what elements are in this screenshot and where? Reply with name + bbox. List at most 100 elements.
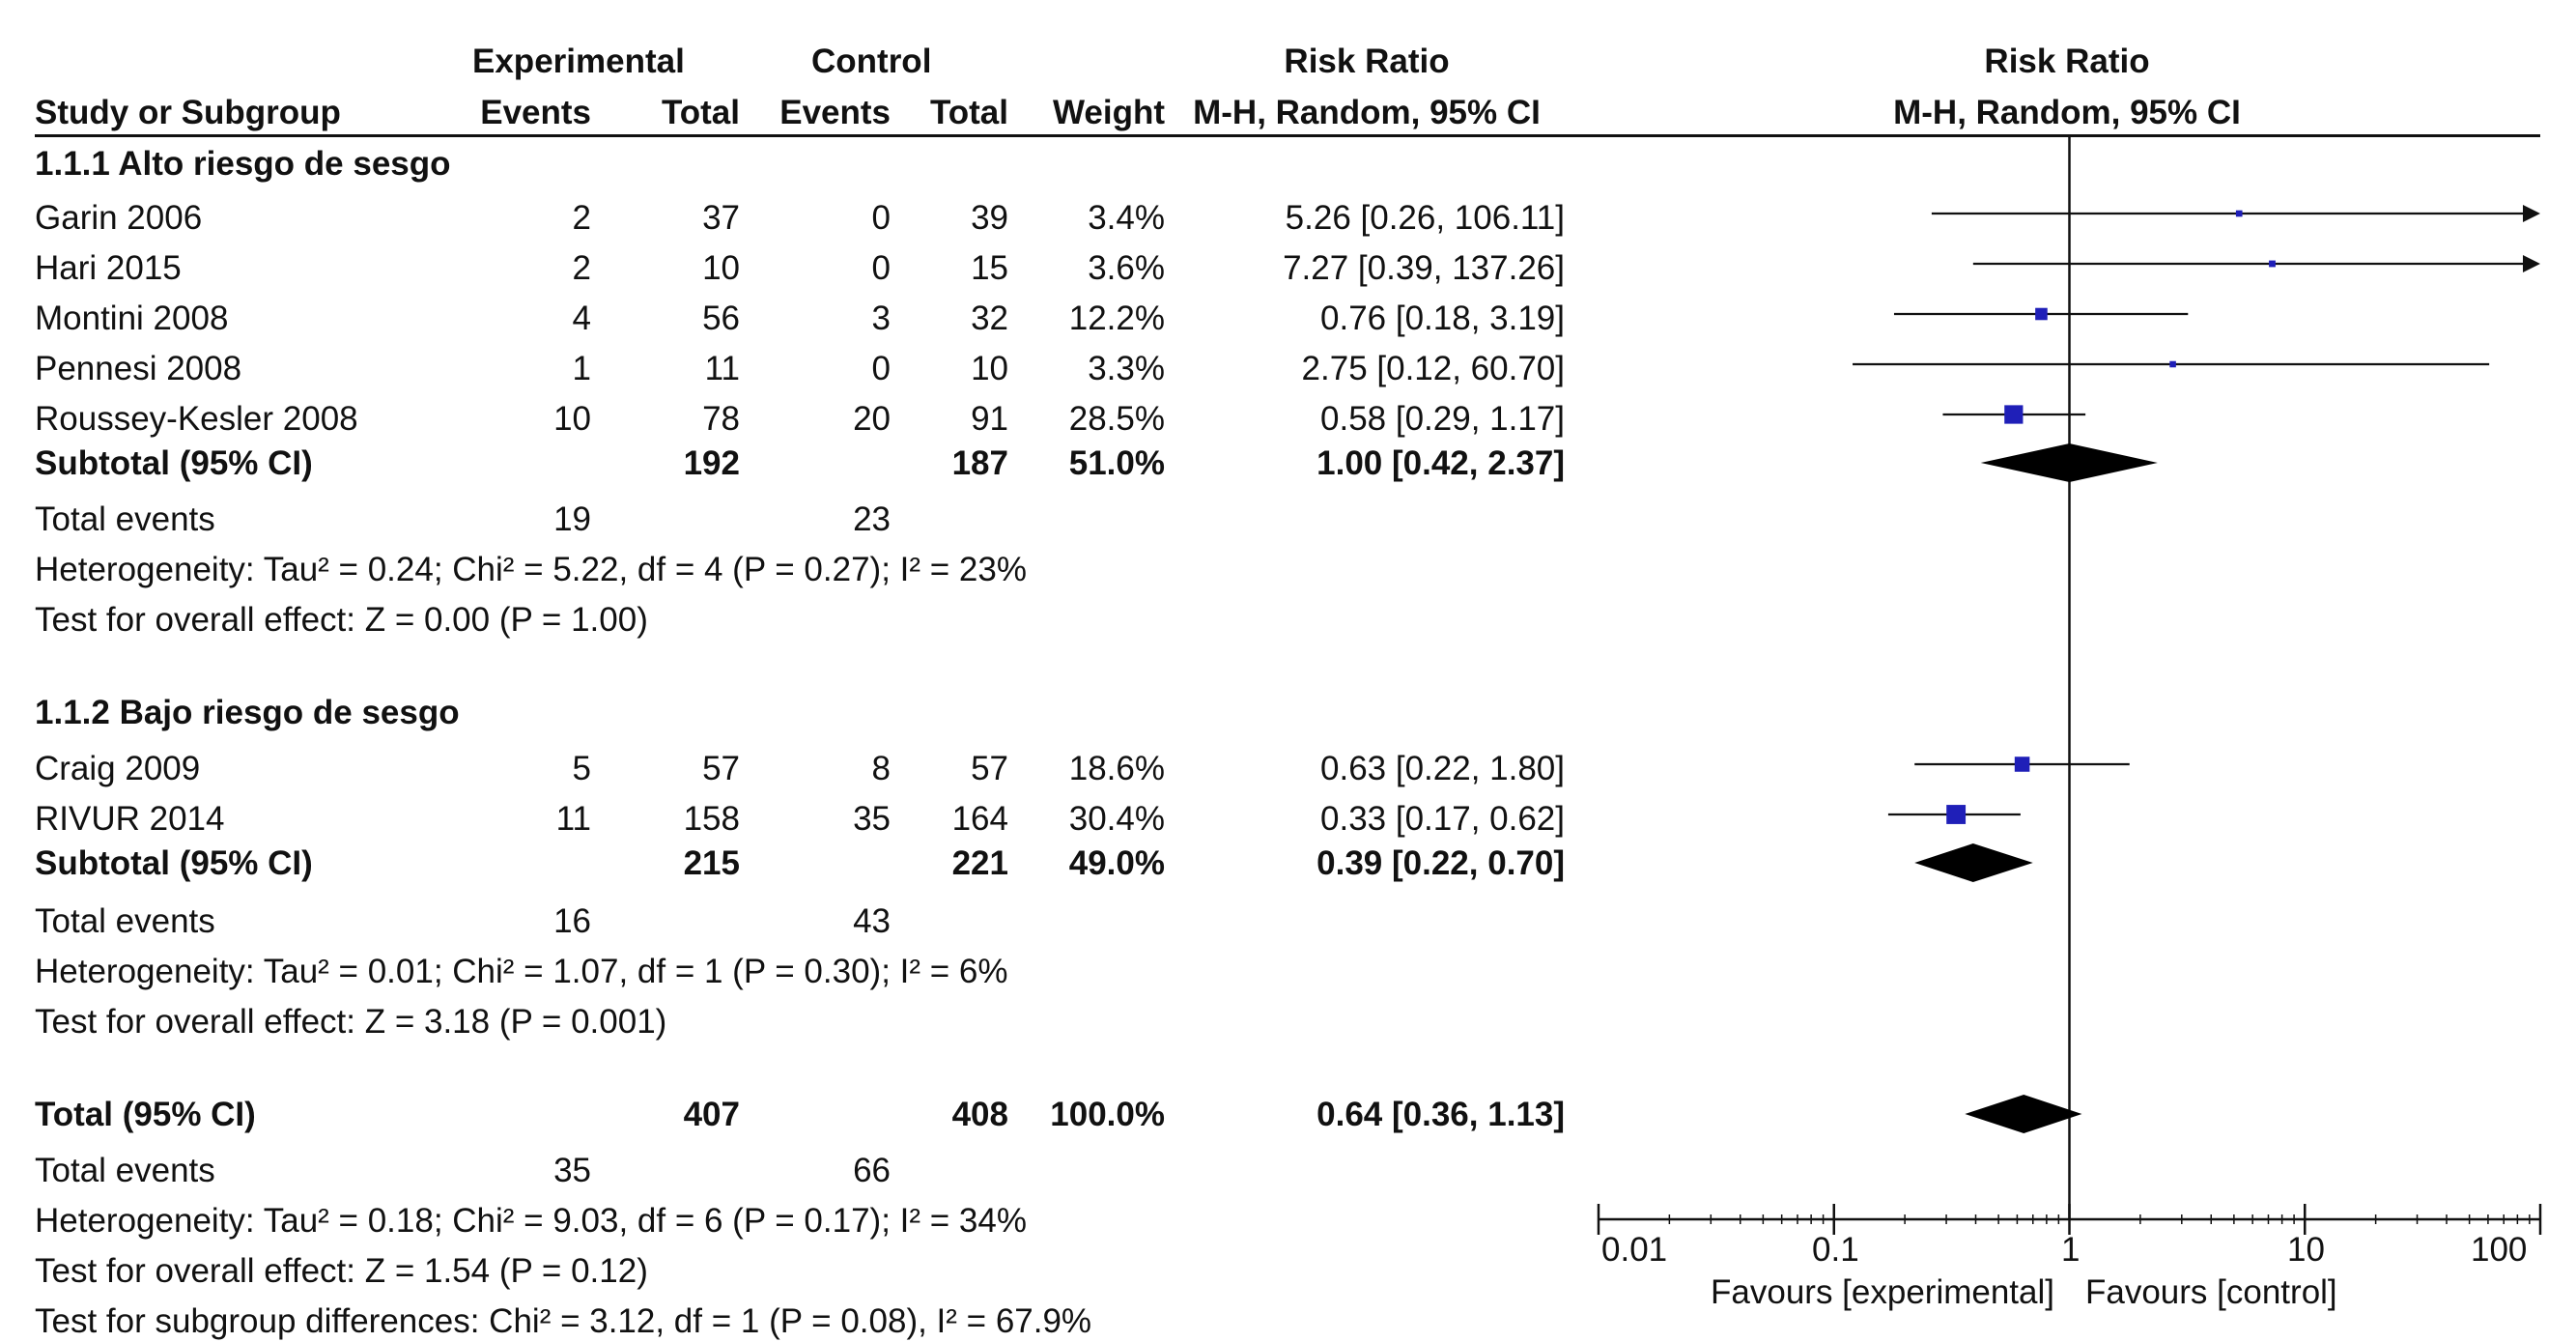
ctrl-total: 15: [971, 249, 1008, 287]
ci-arrow: [2523, 205, 2540, 222]
heterogeneity-text: Heterogeneity: Tau² = 0.24; Chi² = 5.22,…: [35, 551, 1027, 588]
ci-arrow: [2523, 255, 2540, 272]
study-marker: [2169, 360, 2176, 368]
ctrl-events-header: Events: [779, 94, 891, 131]
subtotal-ctrl-total: 221: [951, 844, 1008, 882]
exp-total-header: Total: [661, 94, 740, 131]
exp-events: 2: [572, 249, 591, 287]
risk-ratio-ci: 7.27 [0.39, 137.26]: [1283, 249, 1565, 287]
exp-total: 57: [702, 750, 740, 787]
study-name: RIVUR 2014: [35, 800, 225, 838]
subtotal-label: Subtotal (95% CI): [35, 444, 313, 482]
favours-control-label: Favours [control]: [2085, 1273, 2337, 1311]
control-header: Control: [811, 43, 932, 80]
method-header: M-H, Random, 95% CI: [1193, 94, 1541, 131]
subtotal-exp-total: 215: [683, 844, 740, 882]
total-events-exp: 19: [553, 500, 591, 538]
study-name: Garin 2006: [35, 199, 203, 237]
subtotal-weight: 51.0%: [1068, 444, 1165, 482]
subtotal-ci: 1.00 [0.42, 2.37]: [1316, 444, 1565, 482]
study-name: Montini 2008: [35, 300, 229, 337]
exp-events: 5: [572, 750, 591, 787]
favours-experimental-label: Favours [experimental]: [1711, 1273, 2054, 1311]
pooled-diamond: [1914, 843, 2033, 882]
tick-label: 1: [2061, 1231, 2081, 1269]
overall-effect-text: Test for overall effect: Z = 1.54 (P = 0…: [35, 1252, 648, 1290]
weight: 12.2%: [1068, 300, 1165, 337]
subtotal-ctrl-total: 187: [951, 444, 1008, 482]
exp-events: 2: [572, 199, 591, 237]
exp-events-header: Events: [480, 94, 591, 131]
heterogeneity-text: Heterogeneity: Tau² = 0.18; Chi² = 9.03,…: [35, 1202, 1027, 1240]
subtotal-exp-total: 192: [683, 444, 740, 482]
risk-ratio-header: Risk Ratio: [1284, 43, 1450, 80]
exp-total: 11: [704, 350, 740, 387]
pooled-diamond: [1965, 1095, 2082, 1133]
study-col-header: Study or Subgroup: [35, 94, 341, 131]
weight: 28.5%: [1068, 400, 1165, 438]
subtotal-label: Subtotal (95% CI): [35, 844, 313, 882]
study-marker: [2269, 260, 2276, 268]
risk-ratio-ci: 2.75 [0.12, 60.70]: [1301, 350, 1565, 387]
overall-effect-text: Test for overall effect: Z = 3.18 (P = 0…: [35, 1003, 667, 1041]
weight: 30.4%: [1068, 800, 1165, 838]
risk-ratio-ci: 0.58 [0.29, 1.17]: [1320, 400, 1565, 438]
ctrl-total: 164: [951, 800, 1008, 838]
exp-events: 1: [572, 350, 591, 387]
exp-events: 11: [555, 800, 591, 838]
total-events-ctrl: 23: [853, 500, 891, 538]
total-exp-total: 407: [683, 1096, 740, 1133]
risk-ratio-ci: 0.76 [0.18, 3.19]: [1320, 300, 1565, 337]
total-events-label: Total events: [35, 500, 215, 538]
ctrl-events: 35: [853, 800, 891, 838]
study-name: Craig 2009: [35, 750, 201, 787]
ctrl-events: 20: [853, 400, 891, 438]
weight: 3.6%: [1088, 249, 1165, 287]
ctrl-events: 8: [871, 750, 891, 787]
risk-ratio-ci: 0.63 [0.22, 1.80]: [1320, 750, 1565, 787]
study-name: Hari 2015: [35, 249, 182, 287]
header-rule: [35, 134, 2540, 137]
subgroup-differences-text: Test for subgroup differences: Chi² = 3.…: [35, 1302, 1092, 1340]
ctrl-events: 0: [871, 249, 891, 287]
overall-effect-text: Test for overall effect: Z = 0.00 (P = 1…: [35, 601, 648, 639]
total-ctrl-total: 408: [951, 1096, 1008, 1133]
study-marker: [2235, 210, 2243, 217]
total-events-ctrl: 66: [853, 1152, 891, 1189]
exp-total: 37: [702, 199, 740, 237]
group-title: 1.1.2 Bajo riesgo de sesgo: [35, 694, 460, 731]
exp-total: 78: [702, 400, 740, 438]
ctrl-events: 0: [871, 199, 891, 237]
weight: 3.4%: [1088, 199, 1165, 237]
study-name: Roussey-Kesler 2008: [35, 400, 358, 438]
ctrl-total: 57: [971, 750, 1008, 787]
ctrl-events: 0: [871, 350, 891, 387]
ctrl-total-header: Total: [929, 94, 1008, 131]
study-marker: [2035, 307, 2048, 321]
total-label: Total (95% CI): [35, 1096, 256, 1133]
total-weight: 100.0%: [1050, 1096, 1165, 1133]
ctrl-total: 32: [971, 300, 1008, 337]
exp-events: 10: [553, 400, 591, 438]
total-events-label: Total events: [35, 1152, 215, 1189]
total-events-exp: 35: [553, 1152, 591, 1189]
study-marker: [1946, 805, 1967, 824]
risk-ratio-ci: 0.33 [0.17, 0.62]: [1320, 800, 1565, 838]
ctrl-total: 91: [971, 400, 1008, 438]
total-ci: 0.64 [0.36, 1.13]: [1316, 1096, 1565, 1133]
total-events-label: Total events: [35, 902, 215, 940]
plot-method: M-H, Random, 95% CI: [1893, 94, 2241, 131]
heterogeneity-text: Heterogeneity: Tau² = 0.01; Chi² = 1.07,…: [35, 953, 1008, 990]
subtotal-ci: 0.39 [0.22, 0.70]: [1316, 844, 1565, 882]
plot-title: Risk Ratio: [1984, 43, 2150, 80]
study-marker: [2004, 405, 2024, 424]
tick-label: 0.01: [1601, 1231, 1668, 1269]
total-events-exp: 16: [553, 902, 591, 940]
weight: 18.6%: [1068, 750, 1165, 787]
risk-ratio-ci: 5.26 [0.26, 106.11]: [1285, 199, 1565, 237]
tick-label: 0.1: [1812, 1231, 1859, 1269]
ctrl-events: 3: [871, 300, 891, 337]
exp-total: 158: [683, 800, 740, 838]
group-title: 1.1.1 Alto riesgo de sesgo: [35, 145, 451, 183]
